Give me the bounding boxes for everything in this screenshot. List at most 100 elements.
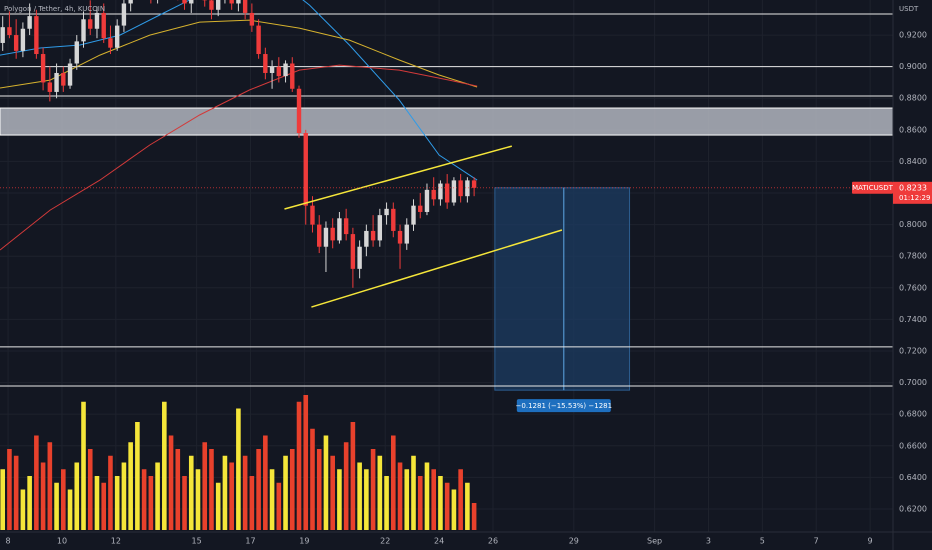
volume-bar <box>458 469 463 530</box>
y-tick-label: 0.7200 <box>899 346 927 355</box>
candle-body <box>61 72 66 86</box>
y-tick-label: 0.6400 <box>899 473 927 482</box>
candle-body <box>458 180 463 197</box>
short-position-box <box>494 187 631 391</box>
volume-bar <box>263 435 268 530</box>
candle-body <box>7 27 12 36</box>
y-tick-label: 0.8800 <box>899 94 927 103</box>
volume-bar <box>370 449 376 530</box>
y-tick-label: 0.8600 <box>899 125 927 134</box>
volume-bar <box>276 482 282 530</box>
candle-body <box>74 41 79 64</box>
volume-bar <box>424 462 430 530</box>
channel-line <box>284 145 513 210</box>
candle-body <box>431 189 436 200</box>
volume-bar <box>20 489 26 530</box>
volume-bar <box>67 489 73 530</box>
volume-bar <box>343 442 349 530</box>
candle-body <box>114 25 120 48</box>
volume-bar <box>7 449 12 530</box>
volume-bar <box>471 503 477 530</box>
x-tick-label: 3 <box>706 537 711 546</box>
candle-body <box>236 0 241 4</box>
candle-body <box>404 224 409 244</box>
volume-bar <box>242 455 248 530</box>
x-tick-label: 19 <box>299 537 309 546</box>
volume-bar <box>431 469 437 530</box>
candle-body <box>94 12 100 29</box>
y-tick-label: 0.9200 <box>899 31 927 40</box>
volume-bar <box>81 401 86 530</box>
candle-body <box>283 63 288 77</box>
candle-body <box>13 35 19 51</box>
volume-bar <box>182 476 187 530</box>
volume-bar <box>390 435 396 530</box>
x-tick-label: 26 <box>488 537 498 546</box>
volume-bar <box>303 395 309 530</box>
volume-bar <box>404 469 410 530</box>
volume-bar <box>350 422 356 530</box>
volume-bar <box>74 462 80 530</box>
plot-area <box>0 0 893 532</box>
candle-body <box>20 28 26 51</box>
candle-body <box>67 63 73 86</box>
volume-bar <box>377 455 383 530</box>
y-tick-label: 0.6800 <box>899 410 927 419</box>
candle-body <box>424 189 430 212</box>
x-tick-label: 17 <box>245 537 255 546</box>
candle-body <box>0 27 5 43</box>
volume-bar <box>222 455 228 530</box>
volume-bar <box>397 462 403 530</box>
candle-body <box>81 19 86 42</box>
candle-body <box>215 0 221 10</box>
zone <box>0 107 893 136</box>
volume-bar <box>364 469 369 530</box>
volume-bar <box>384 476 389 530</box>
candle-body <box>444 183 450 203</box>
candle-body <box>303 133 308 206</box>
x-tick-label: Sep <box>647 537 662 546</box>
symbol-label-box <box>852 181 893 194</box>
x-tick-label: 22 <box>380 537 390 546</box>
volume-bar <box>283 455 288 530</box>
candle-body <box>451 180 457 203</box>
x-tick-label: 10 <box>57 537 67 546</box>
candle-body <box>101 12 106 39</box>
volume-bar <box>54 482 59 530</box>
volume-bar <box>148 476 154 530</box>
candle-body <box>465 180 470 197</box>
candle-body <box>209 0 214 10</box>
candle-body <box>242 0 248 13</box>
candle-body <box>108 38 113 48</box>
volume-bar <box>417 476 423 530</box>
candle-body <box>418 205 423 212</box>
volume-bar <box>444 482 450 530</box>
candle-body <box>310 205 315 225</box>
candle-body <box>40 54 46 83</box>
volume-bar <box>215 482 221 530</box>
volume-bar <box>168 435 174 530</box>
candle-body <box>263 54 268 73</box>
candle-body <box>323 227 329 247</box>
candle-body <box>397 230 403 244</box>
volume-bar <box>256 449 261 530</box>
candle-body <box>276 66 282 77</box>
volume-bar <box>13 455 19 530</box>
volume-bar <box>229 462 234 530</box>
candle-body <box>128 0 133 4</box>
volume-bar <box>162 401 167 530</box>
volume-bar <box>108 455 113 530</box>
candle-body <box>357 246 362 269</box>
volume-bar <box>94 476 100 530</box>
volume-bar <box>121 462 127 530</box>
y-tick-label: 0.7800 <box>899 252 927 261</box>
volume-bar <box>236 408 241 530</box>
y-tick-label: 0.6200 <box>899 504 927 513</box>
candle-body <box>330 227 335 241</box>
position-label: −0.1281 (−15.53%) −1281 <box>516 402 613 410</box>
candle-body <box>391 208 396 231</box>
last-price-box <box>893 181 932 204</box>
candle-body <box>317 224 322 247</box>
